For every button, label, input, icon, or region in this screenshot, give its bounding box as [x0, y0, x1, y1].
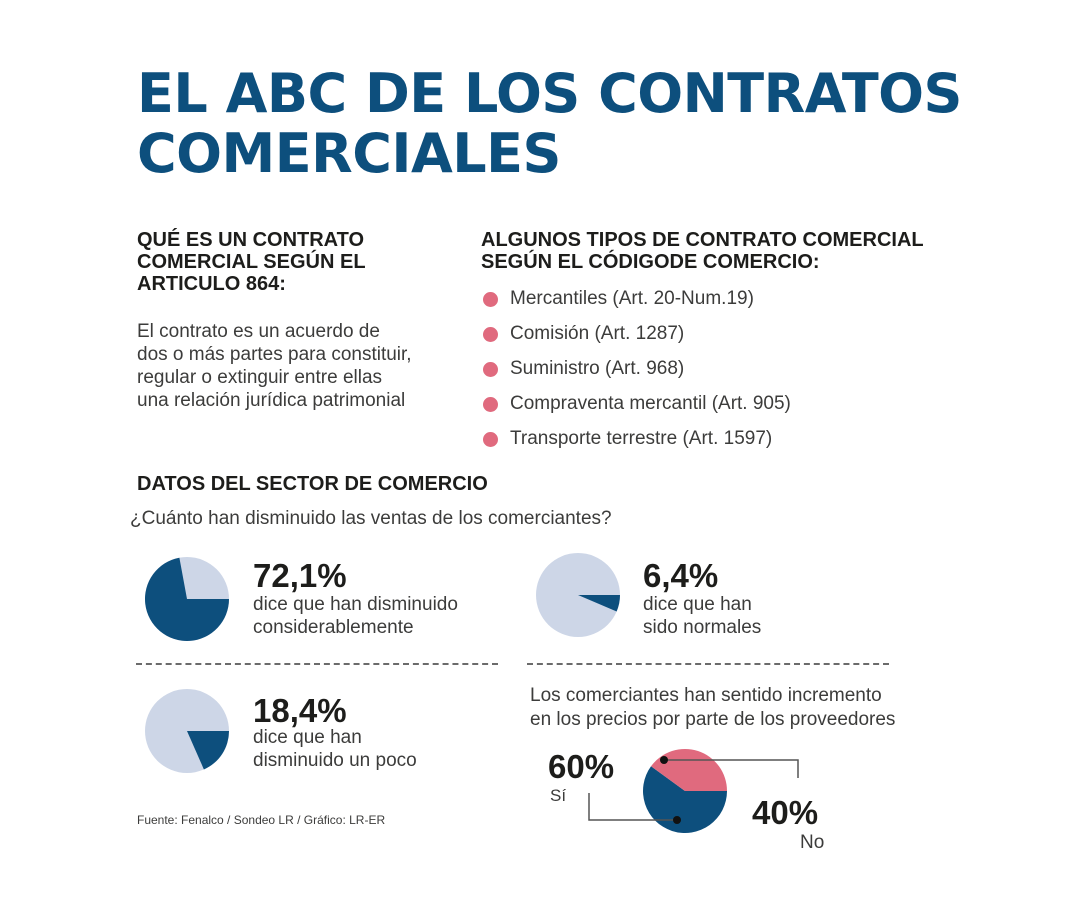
prices-pie-chart	[588, 748, 799, 833]
pie-description-line: sido normales	[643, 617, 762, 638]
definition-text: El contrato es un acuerdo de dos o más p…	[137, 320, 467, 412]
list-item-label: Transporte terrestre (Art. 1597)	[510, 428, 773, 449]
dashed-divider-right	[527, 663, 889, 665]
sector-title: DATOS DEL SECTOR DE COMERCIO	[137, 473, 488, 495]
list-item-label: Suministro (Art. 968)	[510, 358, 685, 379]
no-value-label: 40%	[752, 794, 819, 831]
pie-value-label: 72,1%	[253, 557, 347, 594]
title-line-2: COMERCIALES	[137, 122, 561, 185]
definition-text-line: regular o extinguir entre ellas	[137, 367, 383, 388]
source-credit: Fuente: Fenalco / Sondeo LR / Gráfico: L…	[137, 813, 386, 827]
bullet-dot-icon	[483, 292, 498, 307]
pie-value-label: 6,4%	[643, 557, 719, 594]
pie-chart-little	[145, 689, 229, 773]
prices-question-line: en los precios por parte de los proveedo…	[530, 709, 896, 730]
prices-question: Los comerciantes han sentido incremento …	[530, 684, 895, 732]
list-item-label: Compraventa mercantil (Art. 905)	[510, 393, 791, 414]
list-item-label: Comisión (Art. 1287)	[510, 323, 685, 344]
leader-line-si	[588, 793, 677, 821]
list-item: Mercantiles (Art. 20-Num.19)	[483, 286, 791, 321]
pie-chart-normal	[536, 553, 620, 637]
definition-heading-line: ARTICULO 864:	[137, 273, 286, 295]
pie-description-line: considerablemente	[253, 617, 414, 638]
leader-line-no	[664, 759, 799, 778]
pie-description: dice que han disminuido un poco	[253, 726, 417, 772]
pie-slice-si	[643, 766, 727, 833]
bullet-dot-icon	[483, 362, 498, 377]
types-heading-line: SEGÚN EL CÓDIGODE COMERCIO:	[481, 251, 820, 273]
contract-types-list: Mercantiles (Art. 20-Num.19) Comisión (A…	[483, 286, 791, 461]
list-item: Compraventa mercantil (Art. 905)	[483, 391, 791, 426]
pie-description: dice que han disminuido considerablement…	[253, 593, 458, 639]
pie-slice-value	[145, 557, 229, 642]
leader-dot-si	[673, 816, 681, 824]
bullet-dot-icon	[483, 432, 498, 447]
pie-description-line: dice que han	[643, 594, 752, 615]
definition-heading: QUÉ ES UN CONTRATO COMERCIAL SEGÚN EL AR…	[137, 229, 366, 295]
list-item: Transporte terrestre (Art. 1597)	[483, 426, 791, 461]
definition-heading-line: QUÉ ES UN CONTRATO	[137, 229, 365, 251]
definition-text-line: El contrato es un acuerdo de	[137, 321, 380, 342]
prices-question-line: Los comerciantes han sentido incremento	[530, 685, 882, 706]
definition-heading-line: COMERCIAL SEGÚN EL	[137, 251, 366, 273]
types-heading: ALGUNOS TIPOS DE CONTRATO COMERCIAL SEGÚ…	[481, 229, 924, 273]
pie-description-line: dice que han	[253, 727, 362, 748]
list-item: Comisión (Art. 1287)	[483, 321, 791, 356]
types-heading-line: ALGUNOS TIPOS DE CONTRATO COMERCIAL	[481, 229, 924, 251]
si-value-label: 60%	[548, 748, 615, 785]
pie-chart-considerable	[145, 557, 229, 642]
pie-description-line: dice que han disminuido	[253, 594, 458, 615]
pie-slice-value	[578, 595, 620, 612]
dashed-divider-left	[136, 663, 498, 665]
bullet-dot-icon	[483, 397, 498, 412]
definition-text-line: dos o más partes para constituir,	[137, 344, 412, 365]
pie-description-line: disminuido un poco	[253, 750, 417, 771]
leader-dot-no	[660, 756, 668, 764]
si-category-label: Sí	[550, 786, 567, 805]
pie-description: dice que han sido normales	[643, 593, 761, 639]
definition-text-line: una relación jurídica patrimonial	[137, 390, 406, 411]
list-item: Suministro (Art. 968)	[483, 356, 791, 391]
sales-question: ¿Cuánto han disminuido las ventas de los…	[130, 508, 612, 529]
pie-slice-value	[187, 731, 229, 770]
no-category-label: No	[800, 832, 825, 853]
list-item-label: Mercantiles (Art. 20-Num.19)	[510, 288, 754, 309]
bullet-dot-icon	[483, 327, 498, 342]
pie-value-label: 18,4%	[253, 692, 347, 729]
main-title: EL ABC DE LOS CONTRATOS COMERCIALES	[137, 64, 997, 184]
title-line-1: EL ABC DE LOS CONTRATOS	[137, 62, 962, 125]
